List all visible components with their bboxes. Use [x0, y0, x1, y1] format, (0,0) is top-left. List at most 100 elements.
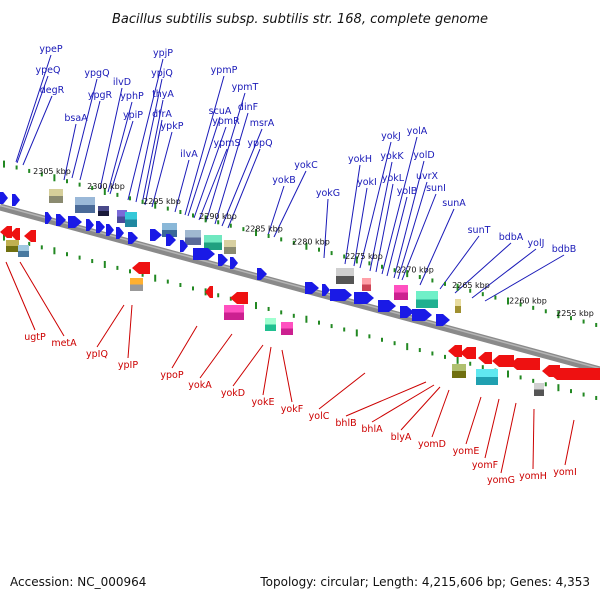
forward-gene-label: ypiP: [123, 110, 143, 121]
reverse-connector: [400, 386, 441, 431]
scale-label: 2260 kbp: [509, 296, 547, 305]
forward-gene-arrows: [0, 192, 450, 326]
feature-block-bottom: [18, 251, 29, 257]
forward-gene-arrow: [128, 232, 138, 244]
feature-block-top: [265, 318, 276, 325]
reverse-gene-arrow: [10, 228, 20, 240]
scale-label: 2290 kbp: [199, 212, 237, 221]
forward-connector: [22, 95, 53, 166]
scale-label: 2300 kbp: [87, 182, 125, 191]
reverse-connector: [371, 384, 435, 423]
forward-gene-arrow: [180, 240, 188, 252]
scale-label: 2255 kbp: [556, 309, 594, 318]
forward-gene-label: msrA: [250, 118, 275, 129]
forward-gene-label: scuA: [209, 106, 232, 117]
forward-gene-arrow: [106, 224, 114, 236]
reverse-connector: [431, 389, 450, 438]
reverse-gene-label: yokA: [188, 380, 212, 391]
reverse-gene-label: bhlA: [361, 424, 383, 435]
forward-connector: [135, 78, 163, 203]
forward-gene-label: ypjQ: [151, 68, 173, 79]
forward-connector: [267, 185, 285, 236]
scale-label: 2295 kbp: [143, 197, 181, 206]
feature-block-bottom: [130, 284, 143, 291]
forward-connector: [141, 99, 164, 205]
forward-gene-label: ypeQ: [36, 65, 61, 76]
reverse-connector: [318, 372, 366, 410]
reverse-connector: [5, 261, 36, 331]
feature-block-top: [98, 206, 109, 211]
feature-block-bottom: [125, 219, 137, 227]
forward-connector: [63, 123, 77, 181]
forward-gene-arrow: [193, 248, 215, 260]
forward-gene-arrow: [86, 219, 94, 231]
reverse-connector: [465, 396, 482, 445]
forward-connector: [99, 87, 123, 190]
feature-block-top: [125, 212, 137, 220]
reverse-gene-label: yomI: [553, 467, 577, 478]
feature-block-top: [416, 291, 438, 300]
feature-block-bottom: [75, 205, 95, 213]
feature-block-bottom: [416, 299, 438, 308]
accession-text: Accession: NC_000964: [10, 575, 146, 589]
feature-block-bottom: [185, 237, 201, 245]
forward-connector: [107, 101, 133, 193]
reverse-gene-label: yokE: [252, 397, 275, 408]
reverse-connector: [532, 408, 535, 470]
reverse-gene-arrow: [24, 230, 36, 242]
forward-connector: [401, 193, 437, 281]
forward-connector: [184, 75, 225, 216]
forward-gene-label: ypeP: [39, 44, 62, 55]
reverse-gene-arrow: [230, 292, 248, 304]
forward-gene-label: thyA: [152, 89, 174, 100]
feature-block-top: [224, 240, 236, 247]
reverse-connector: [96, 304, 125, 348]
forward-connector: [273, 170, 307, 238]
forward-gene-label: yolJ: [528, 238, 545, 249]
forward-gene-arrow: [330, 289, 352, 301]
forward-gene-arrow: [150, 229, 162, 241]
forward-gene-arrow: [436, 314, 450, 326]
forward-connector: [109, 120, 134, 195]
forward-connector: [386, 196, 408, 277]
forward-connector: [454, 242, 512, 294]
reverse-gene-label: yomG: [487, 475, 515, 486]
forward-gene-label: dfrA: [152, 109, 172, 120]
reverse-gene-arrows: [0, 226, 600, 380]
forward-connector: [221, 128, 263, 227]
reverse-connector: [262, 346, 272, 396]
forward-gene-arrow: [412, 309, 432, 321]
forward-gene-label: yphP: [120, 91, 144, 102]
forward-gene-label: yppQ: [247, 138, 272, 149]
forward-gene-label: ypgQ: [84, 68, 109, 79]
forward-gene-label: ilvA: [180, 149, 198, 160]
forward-connector: [439, 235, 480, 290]
forward-connector: [344, 164, 361, 265]
reverse-gene-arrow: [460, 347, 476, 359]
forward-gene-arrow: [378, 300, 396, 312]
forward-gene-arrow: [166, 234, 176, 246]
feature-block-bottom: [455, 306, 461, 313]
genome-backbone: [0, 203, 600, 374]
reverse-gene-label: bhlB: [335, 418, 356, 429]
reverse-connector: [19, 261, 65, 337]
reverse-gene-arrow: [132, 262, 150, 274]
forward-gene-label: ypmS: [214, 138, 241, 149]
genome-summary-text: Topology: circular; Length: 4,215,606 bp…: [259, 575, 590, 589]
reverse-connector: [345, 381, 427, 417]
reverse-gene-label: blyA: [391, 432, 412, 443]
forward-gene-arrow: [96, 221, 105, 233]
reverse-connector: [564, 419, 575, 466]
forward-gene-arrow: [68, 216, 82, 228]
feature-block-bottom: [98, 211, 109, 216]
feature-block-top: [534, 383, 544, 390]
scale-label: 2285 kbp: [245, 225, 283, 234]
forward-connector: [471, 248, 537, 299]
reverse-gene-arrow: [510, 358, 540, 370]
feature-block-top: [130, 278, 143, 285]
reverse-connector: [232, 344, 264, 387]
feature-block-bottom: [394, 292, 408, 300]
forward-gene-arrow: [230, 257, 238, 269]
scale-ruler-upper: [3, 160, 598, 327]
